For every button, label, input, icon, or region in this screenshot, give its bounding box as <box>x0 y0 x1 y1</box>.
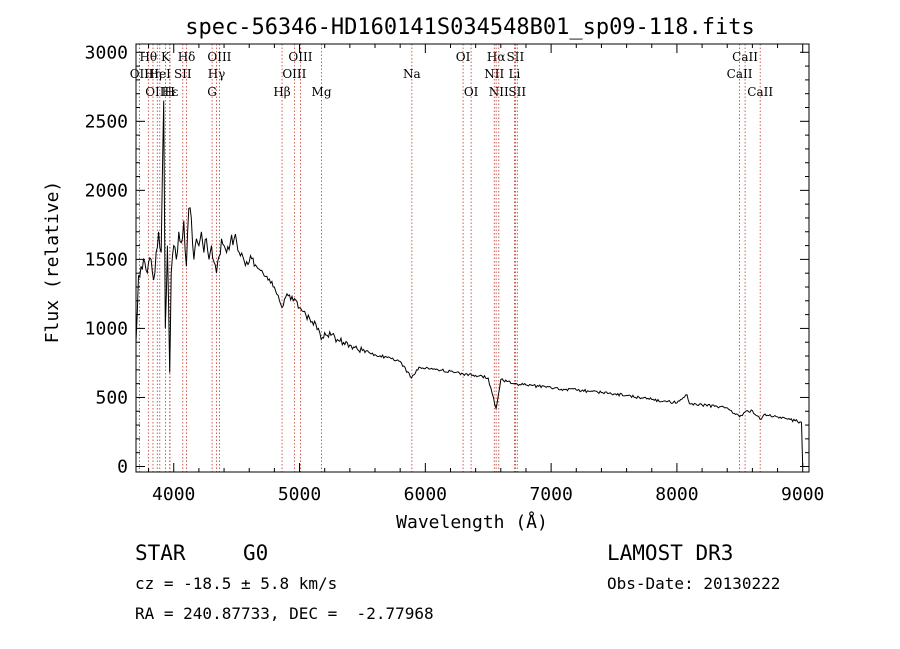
line-marker-label: CaII <box>727 67 753 81</box>
line-marker-label: Hα <box>487 50 506 64</box>
x-tick-label: 9000 <box>781 484 824 505</box>
x-tick-label: 5000 <box>278 484 321 505</box>
line-marker-label: OIII <box>288 50 312 64</box>
plot-frame <box>135 43 810 473</box>
line-marker-label: Hδ <box>178 50 196 64</box>
coordinates: RA = 240.87733, DEC = -2.77968 <box>135 604 434 623</box>
line-marker-label: NII <box>489 85 509 99</box>
line-marker-label: G <box>207 85 217 99</box>
x-tick-label: 4000 <box>152 484 195 505</box>
line-marker-label: SII <box>174 67 192 81</box>
line-marker-label: H <box>164 85 174 99</box>
line-marker-label: SII <box>508 85 526 99</box>
line-marker-label: Hθ <box>139 50 157 64</box>
x-tick-label: 8000 <box>655 484 698 505</box>
y-tick-label: 500 <box>95 387 128 408</box>
y-axis-ticks: 0 500 1000 1500 2000 2500 3000 <box>85 42 809 477</box>
x-tick-label: 6000 <box>404 484 447 505</box>
line-marker-label: HeI <box>149 67 172 81</box>
line-marker-label: Hη <box>144 67 162 81</box>
line-marker-label: OIII <box>282 67 306 81</box>
spectrum-line <box>135 100 804 467</box>
x-tick-label: 7000 <box>529 484 572 505</box>
y-tick-label: 3000 <box>85 42 128 63</box>
line-marker-label: Li <box>508 67 520 81</box>
x-axis-label: Wavelength (Å) <box>396 511 548 533</box>
line-marker-label: Hγ <box>208 67 226 81</box>
line-marker-label: CaII <box>732 50 758 64</box>
survey-name: LAMOST DR3 <box>607 541 734 565</box>
line-marker-label: NII <box>484 67 504 81</box>
line-marker-label: Hβ <box>273 85 290 99</box>
line-marker-label: SII <box>507 50 525 64</box>
y-tick-label: 2000 <box>85 180 128 201</box>
line-marker-label: OIII <box>145 85 169 99</box>
line-marker-label: Na <box>403 67 421 81</box>
y-tick-label: 1000 <box>85 318 128 339</box>
obs-date: Obs-Date: 20130222 <box>607 574 781 593</box>
x-axis-ticks: 4000 5000 6000 7000 8000 9000 <box>148 44 824 505</box>
line-marker-label: Mg <box>312 85 332 99</box>
spectral-subclass: G0 <box>243 541 269 565</box>
velocity-readout: cz = -18.5 ± 5.8 km/s <box>135 574 338 593</box>
line-marker-label: OI <box>456 50 471 64</box>
line-marker-label: K <box>161 50 171 64</box>
y-tick-label: 2500 <box>85 111 128 132</box>
series-group <box>135 100 804 467</box>
line-marker-label: OIII <box>207 50 231 64</box>
line-marker-label: Hε <box>162 85 179 99</box>
y-axis-label: Flux (relative) <box>42 181 63 344</box>
object-class: STAR <box>135 541 186 565</box>
line-marker-label: CaII <box>747 85 773 99</box>
chart-title: spec-56346-HD160141S034548B01_sp09-118.f… <box>185 15 755 40</box>
y-tick-label: 0 <box>117 456 128 477</box>
line-marker-label: OII <box>130 67 150 81</box>
line-marker-label: OI <box>464 85 479 99</box>
y-tick-label: 1500 <box>85 249 128 270</box>
